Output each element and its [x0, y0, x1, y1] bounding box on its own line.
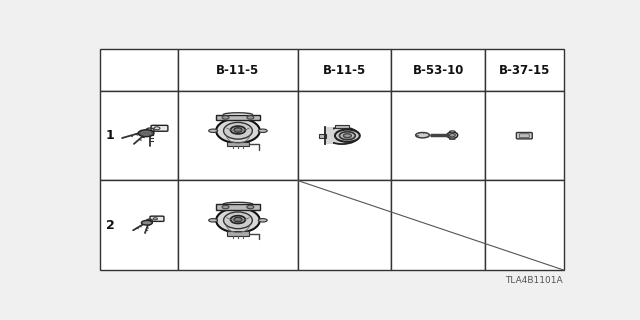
FancyBboxPatch shape [151, 125, 168, 131]
Circle shape [247, 116, 254, 119]
Circle shape [147, 221, 149, 222]
Ellipse shape [344, 134, 351, 138]
Ellipse shape [449, 133, 455, 137]
Ellipse shape [449, 131, 455, 132]
Circle shape [148, 131, 152, 132]
Circle shape [222, 205, 229, 209]
Bar [485, 180, 564, 270]
Circle shape [154, 127, 160, 130]
Ellipse shape [335, 130, 360, 142]
Ellipse shape [138, 130, 154, 137]
Bar [485, 91, 564, 180]
Ellipse shape [216, 118, 260, 143]
Circle shape [145, 130, 150, 132]
Ellipse shape [259, 129, 268, 132]
Bar [100, 180, 179, 270]
Ellipse shape [223, 212, 252, 229]
Text: B-53-10: B-53-10 [412, 64, 464, 77]
Ellipse shape [230, 216, 245, 223]
FancyBboxPatch shape [150, 216, 164, 221]
Bar [319, 134, 326, 138]
FancyBboxPatch shape [519, 134, 529, 138]
Ellipse shape [234, 217, 242, 222]
Ellipse shape [223, 122, 252, 139]
Text: B-11-5: B-11-5 [323, 64, 366, 77]
Bar [179, 180, 298, 270]
Ellipse shape [415, 132, 429, 138]
Text: TLA4B1101A: TLA4B1101A [505, 276, 563, 285]
Text: 1: 1 [106, 129, 115, 142]
Bar [227, 142, 249, 146]
Ellipse shape [234, 128, 242, 132]
Text: B-37-15: B-37-15 [499, 64, 550, 77]
Bar [216, 115, 260, 120]
Circle shape [147, 130, 150, 132]
Ellipse shape [209, 129, 218, 132]
Ellipse shape [447, 132, 458, 138]
Ellipse shape [141, 131, 151, 135]
Bar [391, 50, 485, 91]
Circle shape [222, 116, 229, 119]
Bar [100, 91, 179, 180]
Bar [216, 204, 260, 210]
Ellipse shape [339, 132, 355, 140]
Ellipse shape [216, 208, 260, 233]
Text: B-11-5: B-11-5 [216, 64, 260, 77]
Ellipse shape [230, 126, 245, 134]
Bar [298, 50, 391, 91]
Ellipse shape [259, 219, 268, 222]
Bar [391, 180, 485, 270]
Bar [391, 91, 485, 180]
Bar [227, 231, 249, 236]
Bar [179, 50, 298, 91]
Bar [100, 50, 179, 91]
Ellipse shape [209, 219, 218, 222]
Bar [179, 91, 298, 180]
Bar [335, 125, 349, 128]
Ellipse shape [325, 127, 359, 144]
Circle shape [148, 221, 150, 222]
Circle shape [247, 205, 254, 209]
Bar [485, 50, 564, 91]
Ellipse shape [449, 138, 455, 140]
Bar [324, 127, 333, 144]
Bar [298, 91, 391, 180]
Text: 2: 2 [106, 219, 115, 232]
Circle shape [153, 218, 157, 220]
Ellipse shape [141, 220, 152, 225]
Bar [298, 180, 391, 270]
FancyBboxPatch shape [516, 132, 532, 139]
